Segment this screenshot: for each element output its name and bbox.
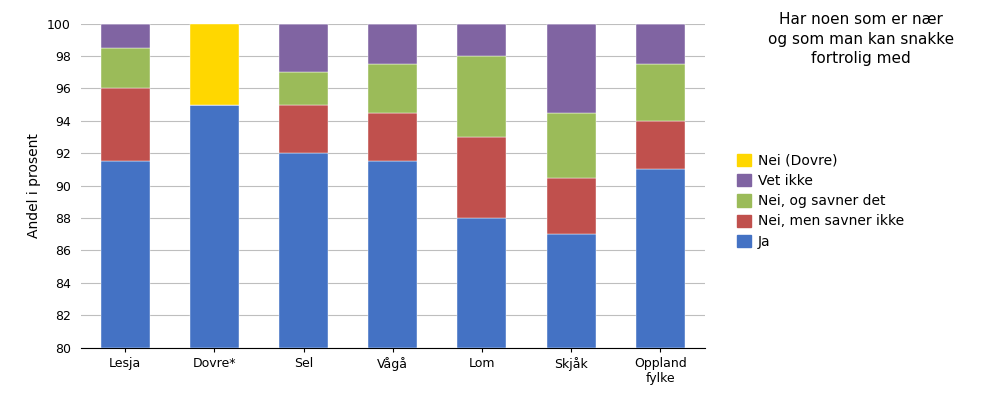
Bar [101,88,150,161]
Text: Har noen som er nær
og som man kan snakke
fortrolig med: Har noen som er nær og som man kan snakk… [768,12,954,66]
Bar [369,113,417,161]
Bar [101,48,150,88]
Bar [101,24,150,48]
Bar [189,24,239,105]
Bar [101,161,150,348]
Bar [457,24,507,56]
Bar [279,24,328,72]
Bar [547,177,595,234]
Bar [547,113,595,177]
Bar [635,64,685,121]
Bar [547,234,595,348]
Bar [279,153,328,348]
Bar [457,137,507,218]
Bar [279,72,328,105]
Bar [635,121,685,169]
Bar [369,64,417,113]
Bar [369,161,417,348]
Bar [189,105,239,348]
Bar [457,56,507,137]
Bar [457,218,507,348]
Bar [547,24,595,113]
Bar [635,24,685,64]
Bar [369,24,417,64]
Bar [279,105,328,153]
Legend: Nei (Dovre), Vet ikke, Nei, og savner det, Nei, men savner ikke, Ja: Nei (Dovre), Vet ikke, Nei, og savner de… [737,154,903,249]
Bar [635,169,685,348]
Y-axis label: Andel i prosent: Andel i prosent [27,133,41,238]
